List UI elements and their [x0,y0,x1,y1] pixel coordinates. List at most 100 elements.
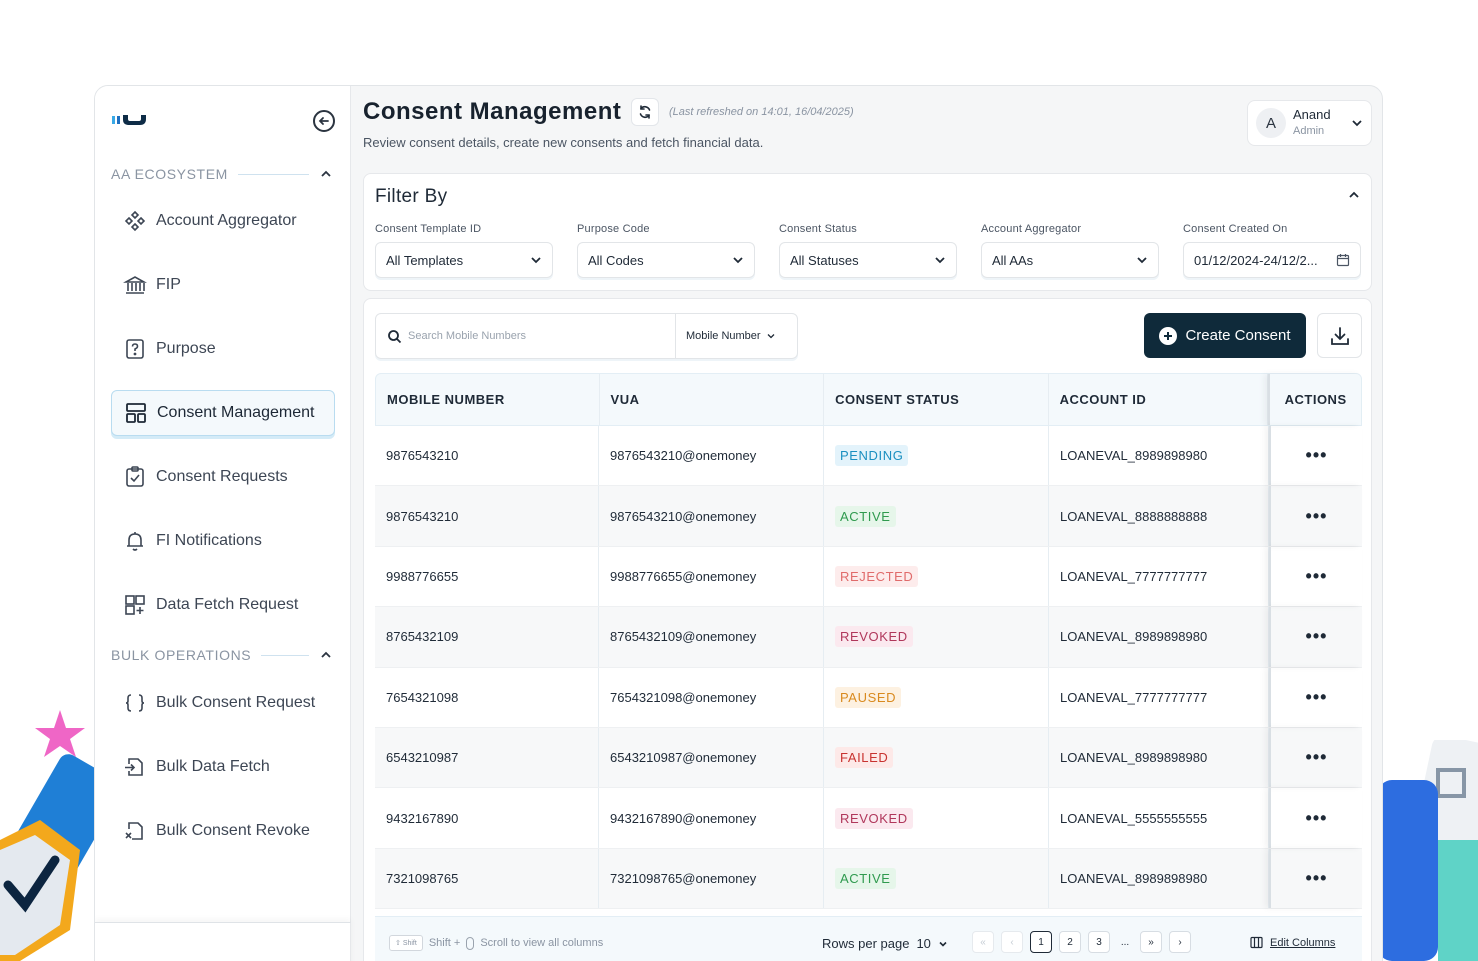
more-options-icon[interactable]: ••• [1305,867,1328,888]
sidebar-item-label: Consent Management [157,404,315,421]
vua-cell: 9432167890@onemoney [599,788,824,848]
table-row[interactable]: 9876543210 9876543210@onemoney PENDING LOAN… [375,426,1362,487]
first-page-button[interactable]: « [972,931,994,953]
filter-title: Filter By [375,186,448,207]
sidebar-item-consent-management[interactable]: Consent Management [111,390,335,436]
actions-cell: ••• [1269,426,1362,486]
arrow-left-icon [318,117,329,125]
status-badge: REJECTED [835,565,919,587]
more-options-icon[interactable]: ••• [1305,445,1328,466]
mobile-number-cell: 9988776655 [375,546,599,607]
filter-label: Consent Created On [1183,223,1288,235]
sidebar-item-data-fetch-request[interactable]: Data Fetch Request [111,582,335,628]
sidebar-item-account-aggregator[interactable]: Account Aggregator [111,198,335,244]
download-button[interactable] [1317,313,1362,358]
page-button[interactable]: 3 [1088,931,1110,953]
sidebar-item-purpose[interactable]: Purpose [111,326,335,372]
column-header-mobile[interactable]: MOBILE NUMBER [376,374,600,425]
sidebar-item-fip[interactable]: FIP [111,262,335,308]
create-consent-button[interactable]: Create Consent [1144,313,1306,358]
table-row[interactable]: 7654321098 7654321098@onemoney PAUSED LOANE… [375,667,1362,728]
edit-columns-button[interactable]: Edit Columns [1250,936,1335,949]
sidebar-item-bulk-consent-revoke[interactable]: Bulk Consent Revoke [111,808,335,854]
status-cell: ACTIVE [824,486,1049,546]
pagination-ellipsis: ... [1120,936,1130,948]
vua-cell: 7654321098@onemoney [599,667,824,727]
mobile-number-cell: 7321098765 [375,848,599,909]
table-row[interactable]: 9876543210 9876543210@onemoney ACTIVE LOANE… [375,486,1362,547]
mouse-icon [466,936,475,950]
search-type-select[interactable]: Mobile Number [676,330,797,342]
page-subtitle: Review consent details, create new conse… [363,135,764,150]
more-options-icon[interactable]: ••• [1305,565,1328,586]
chevron-up-icon[interactable] [1347,188,1361,202]
page-button[interactable]: 2 [1059,931,1081,953]
more-options-icon[interactable]: ••• [1305,747,1328,768]
chevron-down-icon [767,334,775,339]
table-row[interactable]: 9988776655 9988776655@onemoney REJECTED LOA… [375,546,1362,608]
refresh-icon [639,105,651,119]
sidebar-item-label: Purpose [156,340,216,357]
bell-icon [127,532,143,551]
page-button[interactable]: 1 [1030,931,1052,953]
rows-per-page[interactable]: Rows per page 10 [822,936,948,951]
section-aa-ecosystem[interactable]: AA ECOSYSTEM [111,166,333,182]
user-menu[interactable]: A Anand Admin [1247,100,1372,146]
table-row[interactable]: 9432167890 9432167890@onemoney REVOKED LOAN… [375,788,1362,849]
more-options-icon[interactable]: ••• [1305,626,1328,647]
status-cell: ACTIVE [824,848,1049,909]
date-range-input[interactable]: 01/12/2024-24/12/2... [1183,242,1361,278]
clipboard-check-icon [126,466,144,487]
more-options-icon[interactable]: ••• [1305,686,1328,707]
table-row[interactable]: 8765432109 8765432109@onemoney REVOKED LOAN… [375,607,1362,668]
actions-cell: ••• [1269,788,1362,848]
status-badge: PAUSED [835,686,902,708]
account-id-cell: LOANEVAL_8989898980 [1049,848,1269,909]
more-options-icon[interactable]: ••• [1305,807,1328,828]
column-header-vua[interactable]: VUA [600,374,825,425]
sidebar-item-bulk-consent-request[interactable]: Bulk Consent Request [111,680,335,726]
mobile-number-cell: 9432167890 [375,788,599,848]
mobile-number-cell: 9876543210 [375,486,599,546]
next-page-button[interactable]: › [1169,931,1191,953]
prev-page-button[interactable]: ‹ [1001,931,1023,953]
question-doc-icon [126,339,144,359]
sidebar-item-bulk-data-fetch[interactable]: Bulk Data Fetch [111,744,335,790]
collapse-sidebar-button[interactable] [313,110,335,132]
sidebar-item-label: FI Notifications [156,532,262,549]
sidebar-item-label: Bulk Data Fetch [156,758,270,775]
user-role: Admin [1293,125,1325,137]
purpose-code-select[interactable]: All Codes [577,242,755,278]
filter-consent-status: Consent Status All Statuses [779,223,957,278]
filter-label: Account Aggregator [981,223,1082,235]
column-header-account[interactable]: ACCOUNT ID [1049,374,1269,425]
search-input[interactable] [408,330,658,342]
chevron-down-icon [1352,120,1362,127]
chevron-down-icon [935,257,945,264]
table-row[interactable]: 6543210987 6543210987@onemoney FAILED LOANE… [375,727,1362,789]
section-bulk-operations[interactable]: BULK OPERATIONS [111,647,333,663]
vua-cell: 7321098765@onemoney [599,848,824,909]
sidebar-item-label: Bulk Consent Revoke [156,822,310,839]
consent-status-select[interactable]: All Statuses [779,242,957,278]
chevron-down-icon [939,941,947,947]
refresh-button[interactable] [631,98,659,126]
consent-template-select[interactable]: All Templates [375,242,553,278]
status-badge: REVOKED [835,626,913,648]
sidebar-item-fi-notifications[interactable]: FI Notifications [111,518,335,564]
column-header-actions: ACTIONS [1268,374,1361,425]
last-page-button[interactable]: » [1140,931,1162,953]
table-row[interactable]: 7321098765 7321098765@onemoney ACTIVE LOANE… [375,848,1362,910]
sidebar-item-consent-requests[interactable]: Consent Requests [111,454,335,500]
more-options-icon[interactable]: ••• [1305,505,1328,526]
column-header-status[interactable]: CONSENT STATUS [824,374,1049,425]
calendar-icon [1336,254,1350,267]
mobile-number-cell: 8765432109 [375,607,599,667]
mobile-number-cell: 6543210987 [375,727,599,788]
account-aggregator-select[interactable]: All AAs [981,242,1159,278]
table-body: 9876543210 9876543210@onemoney PENDING LOAN… [375,426,1362,910]
chevron-down-icon [531,257,541,264]
chevron-left-icon: ‹ [1010,936,1014,948]
status-badge: PENDING [835,445,909,467]
sidebar: AA ECOSYSTEM Account Aggregator FIP Purp… [95,86,351,961]
